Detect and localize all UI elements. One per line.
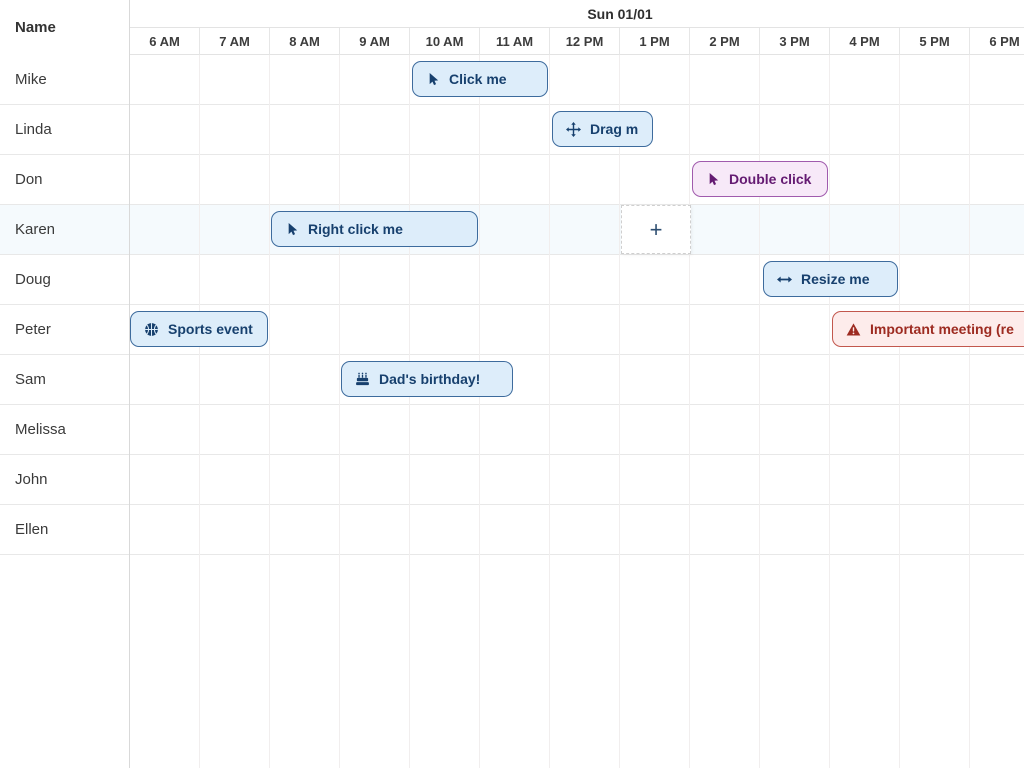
resource-column-header: Name: [15, 19, 56, 36]
event-right-click-me[interactable]: Right click me: [271, 211, 478, 247]
resource-column: Name Mike Linda Don Karen Doug Peter Sam…: [0, 0, 130, 768]
event-resize-me[interactable]: Resize me: [763, 261, 898, 297]
resource-name: Ellen: [0, 505, 129, 555]
time-header-cell: 2 PM: [690, 28, 760, 55]
resource-row-don[interactable]: Double click: [130, 155, 1024, 205]
time-header-cell: 7 AM: [200, 28, 270, 55]
time-header-row: 6 AM 7 AM 8 AM 9 AM 10 AM 11 AM 12 PM 1 …: [130, 28, 1024, 55]
resource-name: Karen: [0, 205, 129, 255]
resource-name: Sam: [0, 355, 129, 405]
resource-row-john[interactable]: [130, 455, 1024, 505]
time-header-cell: 4 PM: [830, 28, 900, 55]
resource-row-mike[interactable]: Click me: [130, 55, 1024, 105]
time-header-cell: 10 AM: [410, 28, 480, 55]
event-dads-birthday[interactable]: Dad's birthday!: [341, 361, 513, 397]
event-label: Drag m: [590, 121, 639, 137]
basketball-icon: [144, 322, 159, 337]
resource-row-doug[interactable]: Resize me: [130, 255, 1024, 305]
resource-name: Linda: [0, 105, 129, 155]
time-header-cell: 11 AM: [480, 28, 550, 55]
event-sports-event[interactable]: Sports event: [130, 311, 268, 347]
resource-row-melissa[interactable]: [130, 405, 1024, 455]
mouse-pointer-icon: [706, 172, 720, 186]
resource-name: Mike: [0, 55, 129, 105]
time-header-cell: 3 PM: [760, 28, 830, 55]
resource-name: John: [0, 455, 129, 505]
event-drag-me[interactable]: Drag m: [552, 111, 653, 147]
resource-name: Peter: [0, 305, 129, 355]
time-header-cell: 12 PM: [550, 28, 620, 55]
event-label: Right click me: [308, 221, 403, 237]
date-header: Sun 01/01: [130, 0, 1024, 28]
event-label: Double click: [729, 171, 812, 187]
event-label: Dad's birthday!: [379, 371, 481, 387]
event-label: Important meeting (re: [870, 321, 1014, 337]
mouse-pointer-icon: [426, 72, 440, 86]
event-click-me[interactable]: Click me: [412, 61, 548, 97]
resource-name: Doug: [0, 255, 129, 305]
time-header-cell: 9 AM: [340, 28, 410, 55]
add-event-cell[interactable]: +: [621, 205, 691, 254]
birthday-cake-icon: [355, 372, 370, 387]
event-double-click[interactable]: Double click: [692, 161, 828, 197]
scheduler-body: Click me Drag m Double click: [130, 55, 1024, 768]
event-label: Resize me: [801, 271, 870, 287]
time-header-cell: 8 AM: [270, 28, 340, 55]
event-label: Click me: [449, 71, 507, 87]
time-header-cell: 5 PM: [900, 28, 970, 55]
plus-icon: +: [649, 216, 663, 242]
time-header-cell: 1 PM: [620, 28, 690, 55]
event-important-meeting[interactable]: Important meeting (re: [832, 311, 1024, 347]
resource-name: Don: [0, 155, 129, 205]
resource-row-karen[interactable]: Right click me +: [130, 205, 1024, 255]
time-header-cell: 6 PM: [970, 28, 1024, 55]
resource-row-ellen[interactable]: [130, 505, 1024, 555]
time-header-cell: 6 AM: [130, 28, 200, 55]
event-label: Sports event: [168, 321, 253, 337]
date-label: Sun 01/01: [587, 6, 653, 22]
resource-row-sam[interactable]: Dad's birthday!: [130, 355, 1024, 405]
resource-name: Melissa: [0, 405, 129, 455]
resize-horizontal-icon: [777, 272, 792, 287]
resource-row-peter[interactable]: Sports event Important meeting (re: [130, 305, 1024, 355]
timeline-panel: Sun 01/01 6 AM 7 AM 8 AM 9 AM 10 AM 11 A…: [130, 0, 1024, 768]
mouse-pointer-icon: [285, 222, 299, 236]
resource-row-linda[interactable]: Drag m: [130, 105, 1024, 155]
move-icon: [566, 121, 581, 137]
warning-triangle-icon: [846, 322, 861, 337]
